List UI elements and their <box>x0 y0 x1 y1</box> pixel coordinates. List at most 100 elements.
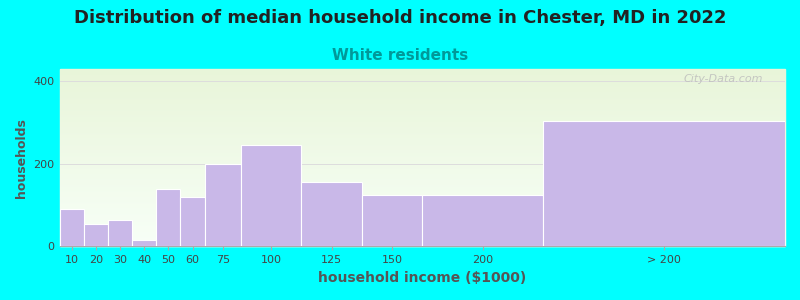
Bar <box>59 137 785 138</box>
Bar <box>59 195 785 196</box>
Bar <box>59 158 785 159</box>
Bar <box>59 146 785 147</box>
Bar <box>59 123 785 124</box>
Bar <box>59 206 785 207</box>
Bar <box>59 165 785 166</box>
Bar <box>59 72 785 73</box>
Bar <box>59 132 785 133</box>
Bar <box>59 128 785 129</box>
Bar <box>59 115 785 116</box>
Bar <box>108 220 132 246</box>
Bar <box>59 73 785 74</box>
Bar <box>59 125 785 126</box>
Bar <box>59 179 785 180</box>
Bar <box>59 227 785 228</box>
Bar <box>59 201 785 202</box>
Bar <box>59 126 785 127</box>
Bar <box>59 145 785 146</box>
Bar <box>84 224 108 246</box>
Bar <box>59 130 785 131</box>
Bar <box>59 96 785 97</box>
Bar <box>59 77 785 78</box>
Bar <box>59 242 785 243</box>
Bar <box>59 203 785 204</box>
Bar <box>59 107 785 108</box>
Bar <box>59 230 785 231</box>
Bar <box>59 131 785 132</box>
Bar <box>59 166 785 167</box>
Bar <box>59 112 785 113</box>
Bar <box>59 110 785 111</box>
Bar <box>59 103 785 104</box>
Bar <box>156 189 181 246</box>
Bar <box>59 106 785 107</box>
Bar <box>59 114 785 115</box>
X-axis label: household income ($1000): household income ($1000) <box>318 271 526 285</box>
Bar <box>59 160 785 161</box>
Bar <box>59 74 785 75</box>
Bar <box>59 81 785 82</box>
Bar <box>59 162 785 163</box>
Bar <box>59 229 785 230</box>
Bar <box>59 136 785 137</box>
Bar <box>59 69 785 70</box>
Bar <box>59 87 785 88</box>
Bar <box>59 134 785 135</box>
Bar <box>59 241 785 242</box>
Bar <box>59 93 785 94</box>
Bar <box>59 216 785 217</box>
Bar <box>59 139 785 140</box>
Bar <box>422 195 543 246</box>
Bar <box>59 232 785 233</box>
Bar <box>59 196 785 197</box>
Bar <box>59 108 785 109</box>
Bar <box>59 236 785 237</box>
Bar <box>59 99 785 100</box>
Bar <box>59 100 785 101</box>
Bar <box>59 122 785 123</box>
Bar <box>59 192 785 193</box>
Bar <box>59 219 785 220</box>
Bar <box>59 244 785 245</box>
Bar <box>59 234 785 235</box>
Bar <box>59 194 785 195</box>
Bar <box>59 148 785 149</box>
Bar <box>59 191 785 192</box>
Bar <box>59 193 785 194</box>
Bar <box>59 178 785 179</box>
Bar <box>59 75 785 76</box>
Bar <box>59 204 785 205</box>
Bar <box>59 142 785 143</box>
Bar <box>59 135 785 136</box>
Bar <box>59 88 785 89</box>
Bar <box>181 197 205 246</box>
Bar <box>59 210 785 211</box>
Y-axis label: households: households <box>15 118 28 198</box>
Bar <box>59 97 785 98</box>
Bar <box>59 239 785 240</box>
Bar <box>59 113 785 114</box>
Bar <box>59 116 785 117</box>
Bar <box>59 211 785 212</box>
Bar <box>59 159 785 160</box>
Bar <box>59 173 785 174</box>
Bar <box>59 83 785 84</box>
Bar <box>59 224 785 225</box>
Bar <box>59 199 785 200</box>
Text: City-Data.com: City-Data.com <box>684 74 763 84</box>
Text: Distribution of median household income in Chester, MD in 2022: Distribution of median household income … <box>74 9 726 27</box>
Bar <box>59 225 785 226</box>
Bar <box>59 220 785 221</box>
Bar <box>59 98 785 99</box>
Bar <box>59 105 785 106</box>
Bar <box>59 213 785 214</box>
Bar <box>59 109 785 110</box>
Bar <box>59 218 785 219</box>
Bar <box>59 182 785 183</box>
Bar <box>59 90 785 91</box>
Bar <box>59 82 785 83</box>
Bar <box>59 209 785 210</box>
Bar <box>59 170 785 171</box>
Bar <box>59 181 785 182</box>
Bar <box>59 164 785 165</box>
